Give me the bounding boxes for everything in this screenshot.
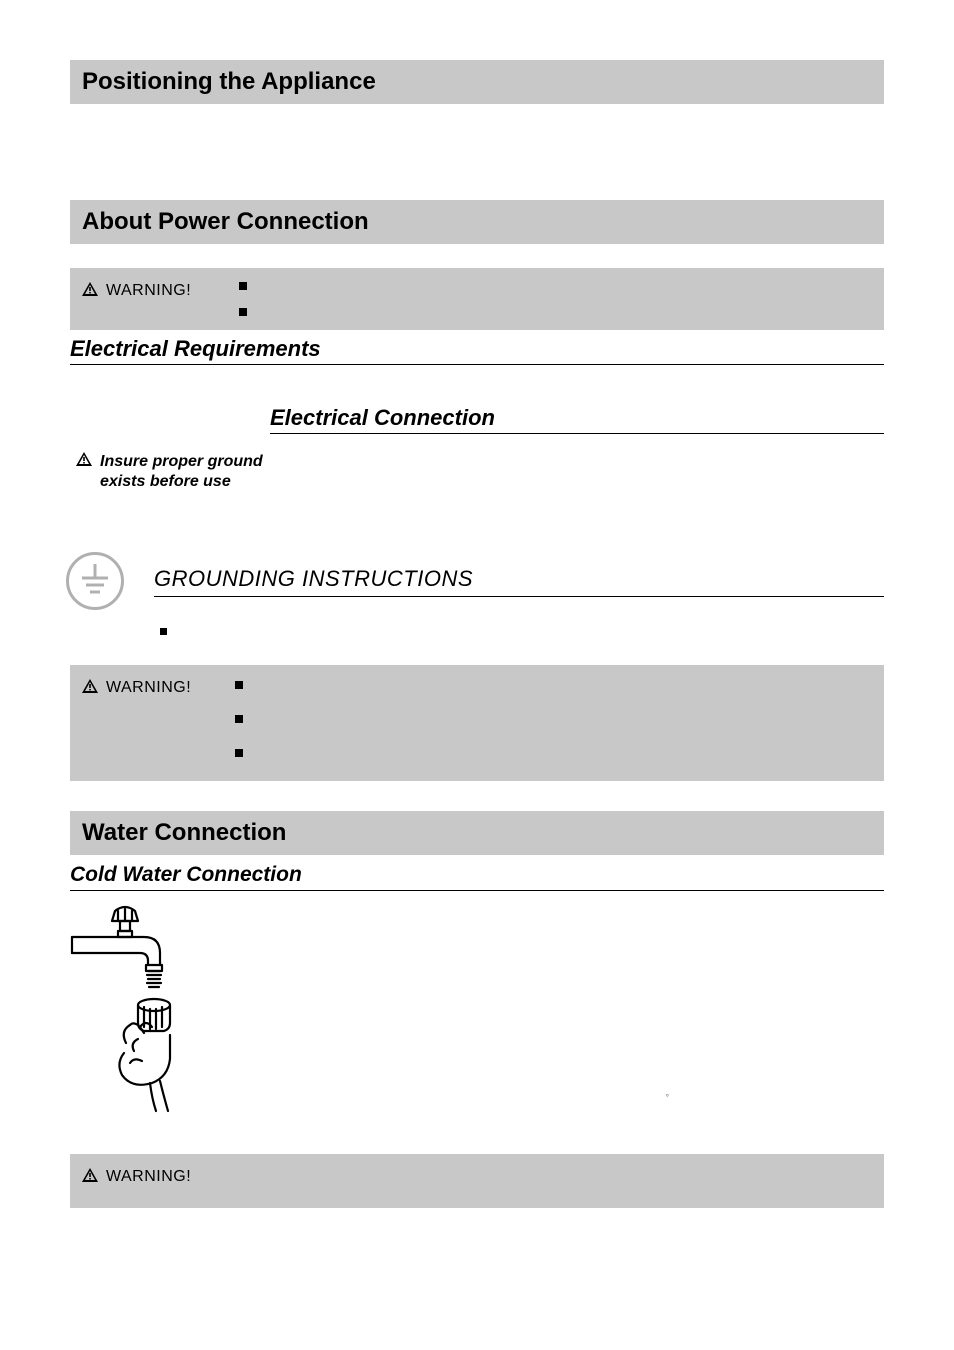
grounding-instructions-heading: GROUNDING INSTRUCTIONS: [154, 566, 473, 591]
warning-triangle-icon: [82, 282, 98, 300]
warning-bullets-2: [235, 681, 243, 757]
warning-bullets-1: [239, 282, 247, 316]
warning-triangle-icon: [76, 452, 92, 470]
bullet-square: [160, 628, 167, 635]
water-title: Water Connection: [82, 819, 872, 847]
electrical-requirements-heading: Electrical Requirements: [70, 336, 884, 365]
bullet-square: [235, 749, 243, 757]
grounding-row: GROUNDING INSTRUCTIONS: [70, 552, 884, 610]
ground-note-text: Insure proper ground exists before use: [100, 452, 263, 492]
electrical-connection-heading: Electrical Connection: [270, 405, 884, 434]
warning-label-3: WARNING!: [106, 1168, 191, 1186]
warning-box-power: WARNING!: [70, 268, 884, 330]
section-water: Water Connection: [70, 811, 884, 855]
warning-box-water: WARNING!: [70, 1154, 884, 1208]
warning-label-2: WARNING!: [106, 679, 191, 697]
degree-mark: °: [666, 1093, 669, 1102]
section-power: About Power Connection: [70, 200, 884, 244]
bullet-square: [235, 681, 243, 689]
warning-triangle-icon: [82, 1168, 98, 1186]
warning-box-grounding: WARNING!: [70, 665, 884, 781]
ground-symbol-icon: [66, 552, 124, 610]
positioning-title: Positioning the Appliance: [82, 68, 872, 96]
power-title: About Power Connection: [82, 208, 872, 236]
section-positioning: Positioning the Appliance: [70, 60, 884, 104]
bullet-square: [239, 308, 247, 316]
warning-triangle-icon: [82, 679, 98, 697]
cold-water-heading: Cold Water Connection: [70, 863, 884, 891]
faucet-illustration: [60, 903, 884, 1118]
warning-label-1: WARNING!: [106, 282, 191, 300]
bullet-square: [235, 715, 243, 723]
bullet-square: [239, 282, 247, 290]
ground-note: Insure proper ground exists before use: [76, 452, 884, 492]
